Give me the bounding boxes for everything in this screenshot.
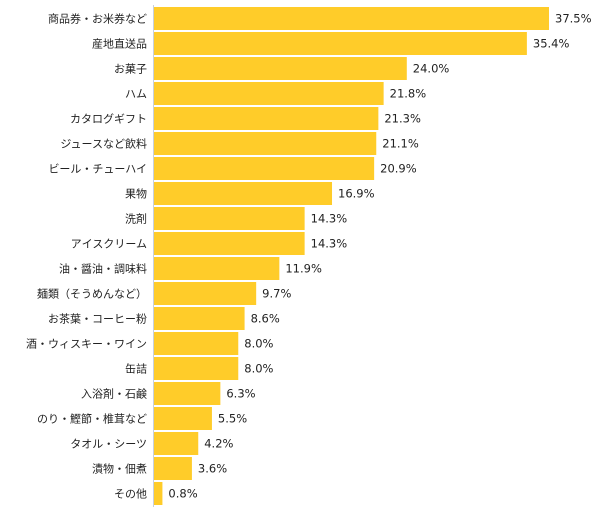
category-label: 産地直送品 — [92, 37, 147, 51]
category-label: 入浴剤・石鹸 — [81, 387, 147, 401]
category-label: 油・醤油・調味料 — [59, 262, 147, 276]
category-label: 果物 — [125, 187, 147, 201]
bar — [154, 307, 245, 330]
value-label: 16.9% — [338, 187, 375, 201]
bar — [154, 332, 239, 355]
bar — [154, 207, 305, 230]
category-label: ジュースなど飲料 — [60, 137, 147, 151]
category-label: その他 — [114, 488, 147, 501]
bar — [154, 57, 407, 80]
category-label: ハム — [125, 88, 147, 101]
value-label: 21.3% — [384, 112, 421, 126]
value-label: 24.0% — [413, 62, 450, 76]
bar — [154, 282, 257, 305]
value-label: 14.3% — [311, 212, 348, 226]
bar — [154, 357, 239, 380]
value-label: 8.0% — [244, 337, 273, 351]
bar — [154, 107, 379, 130]
category-label: ビール・チューハイ — [48, 163, 147, 176]
bar — [154, 482, 163, 505]
value-label: 8.6% — [251, 312, 280, 326]
category-label: 商品券・お米券など — [48, 12, 147, 26]
bar — [154, 157, 375, 180]
category-label: 缶詰 — [125, 362, 147, 376]
category-label: お菓子 — [114, 63, 147, 76]
value-label: 21.8% — [390, 87, 427, 101]
bar — [154, 32, 527, 55]
category-label: 酒・ウィスキー・ワイン — [26, 338, 147, 351]
value-label: 21.1% — [382, 137, 419, 151]
bar — [154, 407, 212, 430]
bar — [154, 257, 280, 280]
value-label: 37.5% — [555, 12, 592, 26]
bar — [154, 132, 377, 155]
value-label: 8.0% — [244, 362, 273, 376]
bar — [154, 82, 384, 105]
category-label: タオル・シーツ — [70, 438, 147, 451]
bar — [154, 382, 221, 405]
bar — [154, 7, 549, 30]
category-label: 麺類（そうめんなど） — [37, 288, 147, 301]
bar — [154, 232, 305, 255]
bar — [154, 182, 333, 205]
bar — [154, 432, 199, 455]
value-label: 4.2% — [204, 437, 233, 451]
category-label: のり・鰹節・椎茸など — [37, 412, 147, 426]
value-label: 20.9% — [380, 162, 417, 176]
value-label: 3.6% — [198, 462, 227, 476]
category-label: お茶葉・コーヒー粉 — [48, 312, 147, 326]
value-label: 14.3% — [311, 237, 348, 251]
value-label: 9.7% — [262, 287, 291, 301]
value-label: 11.9% — [285, 262, 322, 276]
bar — [154, 457, 192, 480]
value-label: 5.5% — [218, 412, 247, 426]
category-label: 漬物・佃煮 — [92, 462, 147, 476]
category-label: カタログギフト — [70, 112, 147, 126]
category-label: アイスクリーム — [71, 238, 147, 251]
value-label: 35.4% — [533, 37, 570, 51]
value-label: 0.8% — [168, 487, 197, 501]
value-label: 6.3% — [226, 387, 255, 401]
category-label: 洗剤 — [125, 212, 147, 226]
